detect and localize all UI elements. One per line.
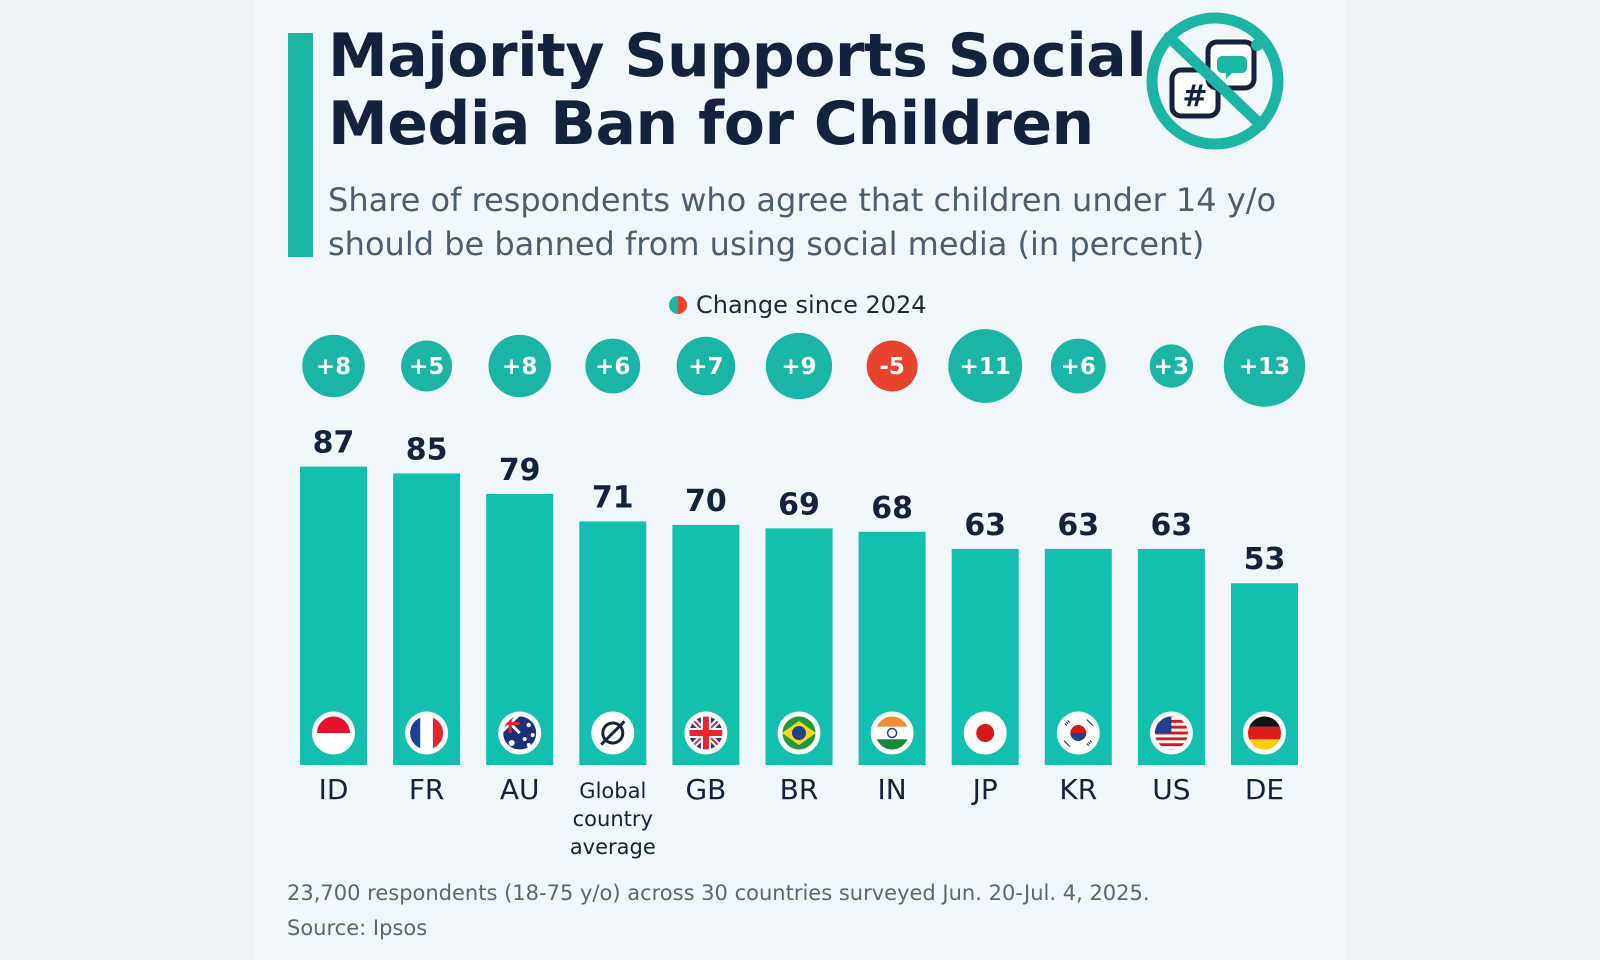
uk-flag-icon [684,711,728,755]
category-label: IN [877,773,906,806]
category-label: GB [685,773,726,806]
value-label: 68 [871,491,913,526]
change-label: +6 [595,354,630,380]
value-label: 63 [1151,508,1193,543]
japan-flag-icon [963,711,1007,755]
category-label-line: average [570,835,656,859]
category-label-line: Global [579,779,646,803]
chart-legend: Change since 2024 [668,290,927,320]
change-label: +11 [960,354,1011,380]
chart-subtitle: Share of respondents who agree that chil… [328,178,1328,266]
change-label: +8 [316,354,351,380]
change-bubble [948,329,1023,403]
value-label: 71 [592,480,634,515]
category-label: KR [1059,773,1097,806]
chart-subtitle-line-1: Share of respondents who agree that chil… [328,181,1277,219]
footer-source: Source: Ipsos [287,916,428,940]
value-label: 63 [1057,508,1099,543]
chart-footer: 23,700 respondents (18-75 y/o) across 30… [287,876,1150,946]
change-bubble [765,332,833,400]
value-label: 53 [1244,542,1286,577]
svg-text:#: # [1182,79,1207,114]
change-label: +7 [688,354,723,380]
change-bubble [302,334,365,398]
category-label: FR [409,773,445,806]
chart-title: Majority Supports Social Media Ban for C… [328,21,1147,159]
australia-flag-icon [498,711,542,755]
change-bubble [488,334,551,398]
legend-change-dot-icon [669,296,687,314]
change-label: +8 [502,354,537,380]
change-label: +9 [781,354,816,380]
value-label: 85 [406,432,448,467]
change-label: +3 [1154,354,1189,380]
category-label: ID [319,773,349,806]
category-label: AU [500,773,540,806]
legend-label: Change since 2024 [696,291,927,319]
change-bubble [1050,338,1106,394]
change-bubble [1149,344,1194,388]
change-bubble [1223,325,1306,407]
no-social-media-icon: # [1146,12,1284,150]
title-accent-bar [288,33,313,257]
chart-subtitle-line-2: should be banned from using social media… [328,225,1205,263]
usa-flag-icon [1149,711,1193,755]
change-label: +5 [409,354,444,380]
south-korea-flag-icon [1056,711,1100,755]
value-label: 79 [499,453,541,488]
category-label: JP [971,773,998,806]
category-label: DE [1245,773,1284,806]
value-label: 70 [685,484,727,519]
change-bubble [401,340,453,392]
change-bubble [585,338,641,394]
brazil-flag-icon [777,711,821,755]
change-label: +6 [1061,354,1096,380]
change-bubble-negative [866,340,918,392]
indonesia-flag-icon [312,711,355,755]
global-average-icon [591,711,635,755]
france-flag-icon [405,711,449,755]
chart-title-line-2: Media Ban for Children [328,89,1094,159]
category-label: US [1152,773,1190,806]
value-label: 87 [313,426,355,461]
germany-flag-icon [1243,711,1286,755]
footer-note: 23,700 respondents (18-75 y/o) across 30… [287,881,1150,905]
category-label-line: country [573,807,653,831]
value-label: 63 [964,508,1006,543]
change-label: -5 [879,354,905,380]
value-label: 69 [778,487,820,522]
change-label: +13 [1239,354,1290,380]
chart-title-line-1: Majority Supports Social [328,21,1147,91]
change-bubble [676,336,736,396]
category-label: BR [780,773,819,806]
india-flag-icon [870,711,914,755]
